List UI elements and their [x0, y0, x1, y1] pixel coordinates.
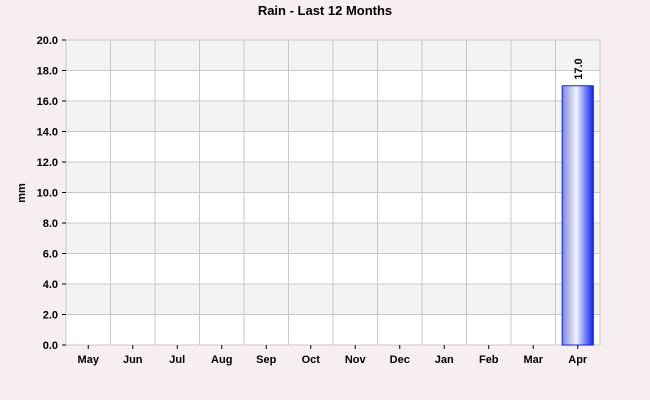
x-axis-ticks: May Jun Jul Aug Sep Oct Nov Dec Jan Feb Mar Apr: [78, 345, 588, 366]
y-tick-label: 0.0: [43, 340, 58, 352]
y-tick-label: 14.0: [37, 127, 58, 139]
x-tick-label-aug: Aug: [211, 354, 232, 366]
y-axis-ticks: 0.0 2.0 4.0 6.0 8.0 10.0 12.0 14.0 16.0 18.0 20.0: [37, 35, 66, 352]
x-tick-label-jul: Jul: [169, 354, 185, 366]
y-tick-label: 16.0: [37, 96, 58, 108]
x-tick-label-mar: Mar: [523, 354, 543, 366]
x-tick-label-apr: Apr: [568, 354, 588, 366]
x-tick-label-feb: Feb: [479, 354, 499, 366]
y-axis-label: mm: [16, 183, 28, 203]
y-tick-label: 20.0: [37, 35, 58, 47]
y-tick-label: 18.0: [37, 66, 58, 78]
y-tick-label: 12.0: [37, 157, 58, 169]
y-tick-label: 8.0: [43, 218, 58, 230]
x-tick-label-may: May: [78, 354, 100, 366]
x-tick-label-oct: Oct: [302, 354, 321, 366]
bar-apr: [561, 85, 594, 346]
chart-title: Rain - Last 12 Months: [258, 3, 392, 18]
bar-series: [561, 85, 594, 346]
x-tick-label-nov: Nov: [345, 354, 367, 366]
data-label-apr: 17.0: [573, 58, 585, 79]
x-tick-label-jun: Jun: [123, 354, 143, 366]
y-tick-label: 2.0: [43, 310, 58, 322]
y-tick-label: 6.0: [43, 249, 58, 261]
x-tick-label-jan: Jan: [435, 354, 454, 366]
x-tick-label-dec: Dec: [390, 354, 410, 366]
y-tick-label: 4.0: [43, 279, 58, 291]
horizontal-gridlines: [66, 39, 600, 346]
x-tick-label-sep: Sep: [256, 354, 276, 366]
data-labels: 17.0: [573, 58, 585, 79]
y-tick-label: 10.0: [37, 188, 58, 200]
